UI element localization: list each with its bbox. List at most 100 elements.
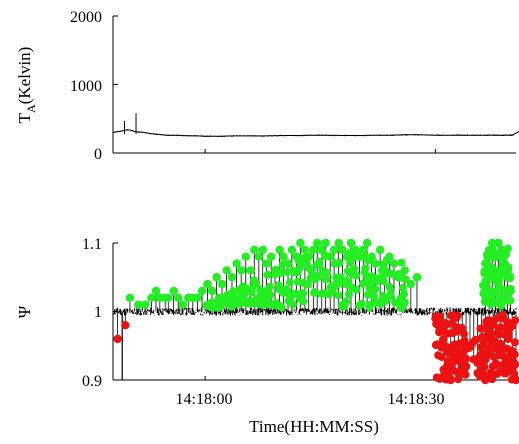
- above-cloud-point: [504, 263, 513, 272]
- above-cloud-point: [310, 288, 319, 297]
- below-cloud-point: [449, 358, 458, 367]
- above-cloud-point: [398, 283, 407, 292]
- above-point-62: [412, 273, 422, 282]
- above-cloud-point: [379, 270, 388, 279]
- above-point-25: [250, 245, 259, 255]
- above-cloud-point: [355, 253, 364, 262]
- above-cloud-point: [494, 277, 503, 286]
- above-cloud-point: [371, 285, 380, 294]
- above-point-14: [197, 286, 207, 296]
- below-cloud-point: [488, 375, 497, 384]
- below-cloud-point: [511, 360, 519, 369]
- below-cloud-point: [460, 336, 469, 345]
- above-point-34: [287, 245, 297, 255]
- above-cloud-point: [344, 290, 353, 299]
- above-point-58: [389, 259, 399, 268]
- above-cloud-point: [247, 288, 256, 297]
- below-point-0: [113, 334, 122, 344]
- below-cloud-point: [446, 373, 455, 382]
- above-cloud-point: [400, 298, 409, 307]
- above-cloud-point: [334, 291, 343, 300]
- below-cloud-point: [510, 350, 519, 359]
- above-cloud-point: [400, 290, 409, 299]
- above-cloud-point: [365, 303, 374, 312]
- bottom-xtick-label-14-18-30: 14:18:30: [388, 391, 445, 408]
- top-ylabel: TA(Kelvin): [15, 47, 38, 124]
- above-cloud-point: [263, 270, 272, 279]
- above-cloud-point: [352, 285, 361, 294]
- above-cloud-point: [299, 297, 308, 306]
- below-cloud-point: [510, 338, 519, 347]
- above-point-20: [227, 273, 237, 282]
- below-cloud-point: [450, 366, 459, 375]
- below-cloud-point: [453, 311, 462, 320]
- below-cloud-point: [438, 335, 447, 344]
- above-point-44: [329, 245, 339, 255]
- above-cloud-point: [303, 280, 312, 289]
- top-series-group: [112, 113, 519, 137]
- above-cloud-point: [369, 292, 378, 301]
- above-cloud-point: [299, 289, 308, 298]
- above-point-7: [164, 293, 173, 302]
- bottom-xtick-label-14-18-00: 14:18:00: [176, 391, 233, 408]
- below-cloud-point: [459, 329, 468, 338]
- bottom-series-group: [112, 238, 519, 385]
- above-point-42: [321, 238, 330, 248]
- above-point-24: [246, 266, 255, 275]
- above-point-26: [254, 252, 264, 261]
- above-cloud-point: [344, 277, 353, 286]
- bottom-ytick-label-1: 1: [94, 304, 102, 321]
- top-ytick-label-2000: 2000: [70, 9, 102, 26]
- below-cloud-point: [454, 347, 463, 356]
- above-cloud-point: [395, 271, 404, 280]
- above-point-10: [178, 300, 188, 309]
- above-cloud-point: [302, 257, 311, 266]
- above-cloud-point: [397, 258, 406, 267]
- above-cloud-point: [335, 258, 344, 267]
- above-point-52: [362, 238, 372, 248]
- bottom-ylabel: Ψ: [15, 305, 34, 318]
- top-ylabel-subscript: A: [24, 104, 38, 113]
- above-cloud-point: [315, 260, 324, 269]
- bottom-ytick-label-0.9: 0.9: [82, 373, 102, 390]
- above-point-3: [147, 293, 156, 302]
- above-point-15: [203, 279, 212, 289]
- below-cloud-point: [437, 352, 446, 361]
- below-cloud-point: [481, 372, 490, 381]
- above-point-32: [279, 252, 288, 261]
- above-point-40: [312, 238, 322, 248]
- above-cloud-point: [357, 299, 366, 308]
- above-cloud-point: [500, 285, 509, 294]
- above-cloud-point: [340, 298, 349, 307]
- top-ticks: [113, 15, 436, 154]
- above-cloud-point: [277, 268, 286, 277]
- above-cloud-point: [321, 252, 330, 261]
- below-cloud-point: [454, 375, 463, 384]
- above-point-36: [296, 238, 305, 248]
- above-cloud-point: [245, 296, 254, 305]
- top-ylabel-symbol: T: [15, 112, 34, 123]
- above-point-2: [141, 300, 150, 309]
- above-cloud-point: [401, 275, 410, 284]
- above-cloud-point: [373, 277, 382, 286]
- below-cloud-point: [510, 369, 519, 378]
- top-series-noise: [112, 129, 516, 137]
- above-point-9: [174, 293, 183, 302]
- above-cloud-point: [386, 289, 395, 298]
- above-cloud-point: [352, 271, 361, 280]
- above-cloud-point: [379, 277, 388, 286]
- above-point-8: [169, 286, 178, 296]
- above-point-4: [151, 286, 161, 296]
- above-cloud-point: [266, 290, 275, 299]
- above-cloud-point: [363, 256, 372, 265]
- svg-text:TA(Kelvin): TA(Kelvin): [15, 47, 38, 124]
- below-cloud-point: [461, 370, 470, 379]
- above-cloud-point: [385, 282, 394, 291]
- above-cloud-point: [505, 272, 514, 281]
- above-point-28: [262, 259, 271, 268]
- below-cloud-point: [473, 359, 482, 368]
- above-cloud-point: [350, 265, 359, 274]
- above-cloud-point: [277, 303, 286, 312]
- above-point-31: [275, 245, 284, 255]
